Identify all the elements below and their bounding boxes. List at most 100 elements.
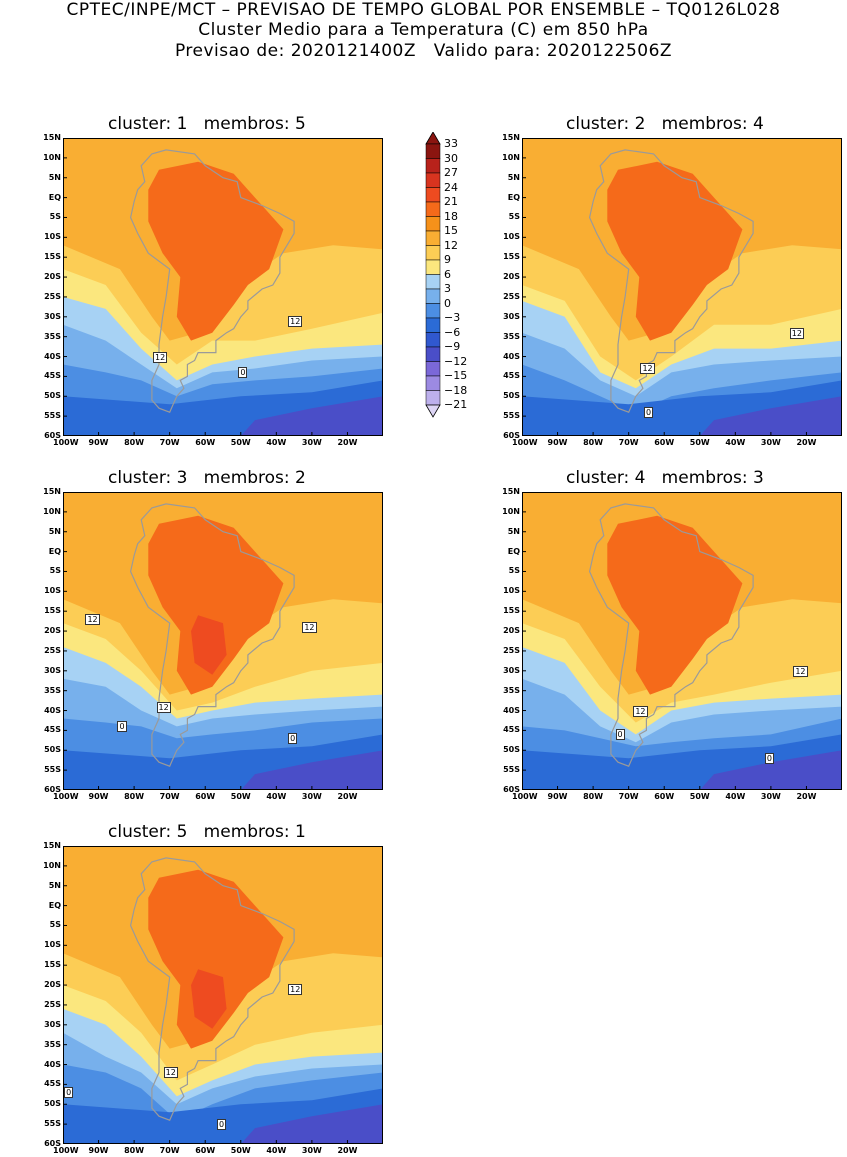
lat-label: 5S	[49, 566, 61, 576]
temperature-field-6	[240, 1104, 383, 1144]
lon-label: 30W	[760, 438, 781, 447]
panel-5-title: cluster: 5 membros: 1	[108, 822, 306, 842]
lon-label: 100W	[53, 438, 79, 447]
lon-label: 30W	[301, 792, 322, 801]
map-frame	[63, 492, 383, 790]
contour-label: 12	[302, 622, 317, 634]
lat-label: 40S	[44, 1059, 61, 1069]
map-panel-1	[63, 138, 383, 436]
map-panel-3	[63, 492, 383, 790]
lon-label: 20W	[796, 438, 817, 447]
colorbar-level: −3	[444, 311, 461, 324]
lat-label: 55S	[44, 411, 61, 421]
lat-label: 10S	[503, 586, 520, 596]
lat-label: 55S	[503, 765, 520, 775]
lon-label: 90W	[547, 792, 568, 801]
contour-label: 0	[288, 733, 298, 745]
lat-label: 15S	[503, 252, 520, 262]
lat-label: 10S	[44, 940, 61, 950]
lon-label: 50W	[689, 438, 710, 447]
temperature-field-6	[240, 396, 383, 436]
colorbar-swatch	[425, 303, 441, 319]
temperature-field-6	[240, 750, 383, 790]
lon-label: 100W	[53, 792, 79, 801]
contour-label: 0	[117, 721, 127, 733]
temperature-field-8	[191, 969, 227, 1029]
contour-label: 0	[64, 1087, 74, 1099]
contour-label: 0	[644, 407, 654, 419]
lon-label: 100W	[53, 1146, 79, 1155]
lat-label: 35S	[503, 331, 520, 341]
lat-label: 35S	[503, 685, 520, 695]
colorbar-bottom-arrow	[425, 404, 441, 418]
lat-label: 15N	[43, 841, 61, 850]
contour-label: 0	[764, 753, 774, 765]
colorbar-level: −18	[444, 383, 468, 397]
lon-label: 30W	[301, 438, 322, 447]
panel-3-title: cluster: 3 membros: 2	[108, 468, 306, 488]
lat-label: 55S	[503, 411, 520, 421]
lon-label: 70W	[618, 438, 639, 447]
lon-label: 30W	[301, 1146, 322, 1155]
lat-label: 50S	[44, 1099, 61, 1109]
contour-label: 12	[633, 705, 648, 717]
lon-label: 80W	[124, 792, 145, 801]
coastline	[129, 149, 295, 413]
lat-label: 40S	[44, 351, 61, 361]
header-line-1: CPTEC/INPE/MCT – PREVISAO DE TEMPO GLOBA…	[66, 0, 781, 20]
lat-label: 50S	[503, 391, 520, 401]
contour-label: 12	[640, 363, 655, 375]
colorbar-swatch	[425, 187, 441, 203]
colorbar-level: 30	[444, 151, 458, 165]
lat-label: 60S	[44, 1139, 61, 1148]
map-frame	[522, 138, 842, 436]
lat-label: 35S	[44, 1039, 61, 1049]
colorbar-level: −15	[444, 369, 468, 382]
lat-label: 40S	[503, 351, 520, 361]
lon-label: 70W	[159, 792, 180, 801]
lon-label: 40W	[266, 1146, 287, 1155]
colorbar	[425, 132, 441, 418]
contour-label: 12	[85, 614, 100, 626]
lon-label: 20W	[337, 438, 358, 447]
lat-label: 50S	[44, 745, 61, 755]
lon-label: 100W	[512, 438, 538, 447]
lat-label: 30S	[44, 665, 61, 675]
lat-label: 30S	[503, 311, 520, 321]
colorbar-swatch	[425, 216, 441, 232]
colorbar-level: 33	[444, 137, 458, 150]
contour-label: 12	[288, 315, 303, 327]
lat-label: 15S	[44, 960, 61, 970]
lat-label: 15S	[44, 606, 61, 616]
colorbar-level: −12	[444, 354, 468, 368]
lat-label: 40S	[503, 705, 520, 715]
colorbar-level: −6	[444, 325, 461, 339]
lon-label: 50W	[230, 438, 251, 447]
lat-label: EQ	[48, 192, 61, 202]
lat-label: 45S	[44, 1079, 61, 1089]
lat-label: 50S	[503, 745, 520, 755]
lon-label: 20W	[337, 792, 358, 801]
lat-label: EQ	[507, 192, 520, 202]
lon-label: 50W	[230, 792, 251, 801]
contour-label: 12	[789, 327, 804, 339]
header-line-3: Previsao de: 2020121400Z Valido para: 20…	[174, 41, 673, 61]
colorbar-swatch	[425, 201, 441, 217]
lon-label: 30W	[760, 792, 781, 801]
lat-label: 30S	[44, 311, 61, 321]
lat-label: 15N	[43, 133, 61, 142]
map-panel-2	[522, 138, 842, 436]
colorbar-swatch	[425, 143, 441, 159]
lat-label: 10N	[43, 860, 61, 870]
lat-label: 10S	[44, 232, 61, 242]
lat-label: 10N	[43, 506, 61, 516]
lat-label: 5N	[507, 172, 520, 182]
colorbar-level: 21	[444, 195, 458, 208]
lon-label: 40W	[725, 438, 746, 447]
lat-label: 5N	[48, 526, 61, 536]
lat-label: EQ	[48, 900, 61, 910]
colorbar-level: 18	[444, 209, 458, 223]
lat-label: 45S	[44, 371, 61, 381]
colorbar-swatch	[425, 390, 441, 406]
lat-label: 5N	[48, 880, 61, 890]
